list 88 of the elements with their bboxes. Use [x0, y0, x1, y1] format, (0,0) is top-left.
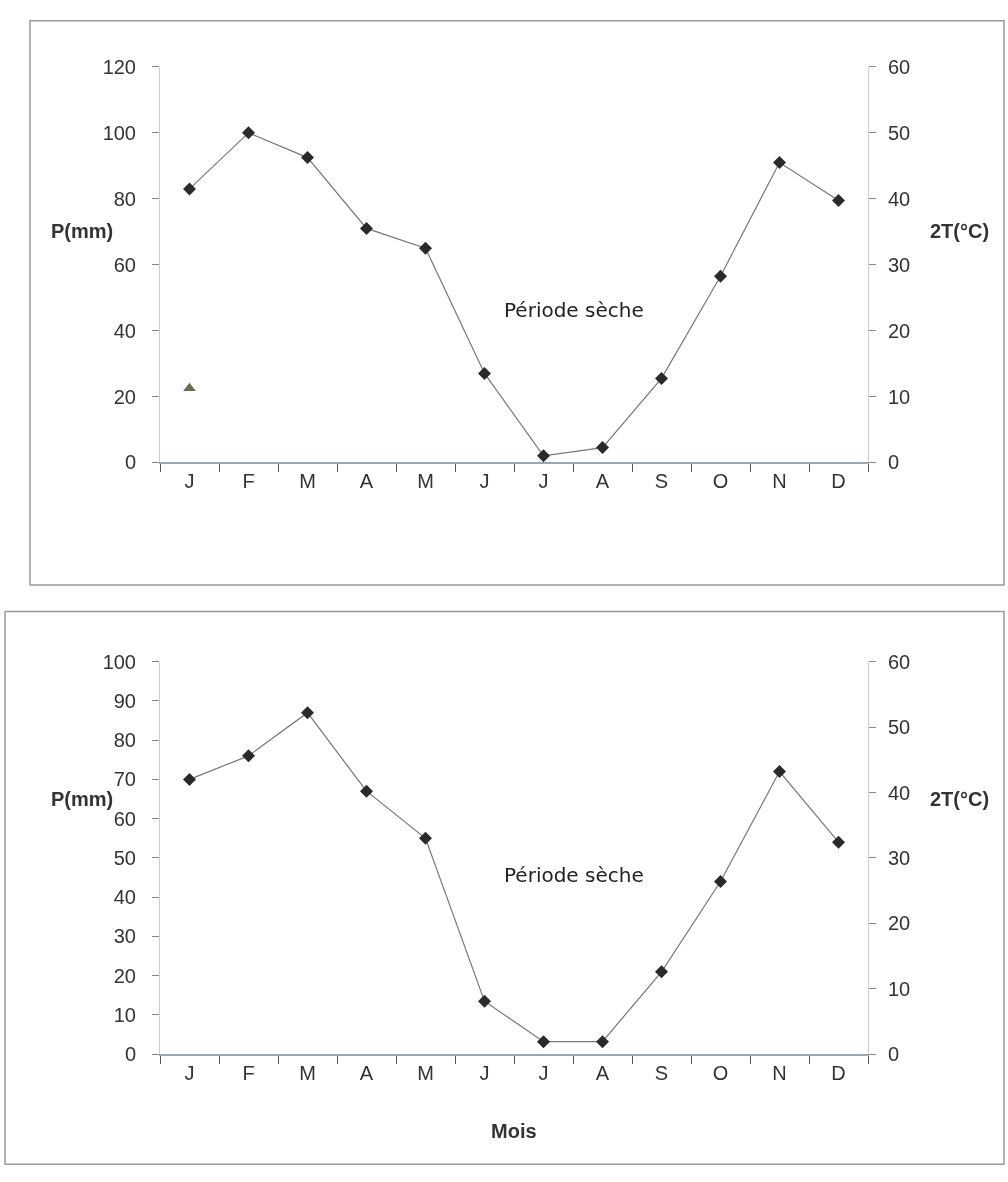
y-axis-title: P(mm)	[51, 788, 114, 810]
point	[242, 749, 255, 763]
point	[596, 1035, 609, 1049]
point	[655, 371, 668, 385]
x-tick-label: D	[831, 470, 846, 493]
point	[655, 965, 668, 979]
x-tick-label: D	[831, 1061, 846, 1084]
x-tick-label: J	[538, 1061, 549, 1084]
y-tick-label: 70	[113, 768, 136, 791]
x-tick-label: J	[479, 470, 490, 493]
y-tick-label: 20	[113, 385, 136, 408]
x-tick-label: M	[299, 1061, 316, 1084]
point	[714, 874, 727, 888]
point	[360, 784, 373, 798]
x-tick-label: M	[299, 470, 316, 493]
x-tick-label: O	[712, 470, 729, 493]
point	[183, 182, 196, 196]
y-tick-label: 0	[124, 451, 136, 474]
point	[183, 772, 196, 786]
point	[419, 831, 432, 845]
y-tick-label: 40	[113, 319, 136, 342]
y-tick-label: 100	[102, 121, 136, 144]
x-tick-label: M	[417, 470, 434, 493]
y-tick-label: 80	[113, 187, 136, 210]
y-tick-label: 60	[113, 807, 136, 830]
y2-tick-label: 20	[888, 319, 911, 342]
y-tick-label: 0	[124, 1043, 136, 1066]
point	[183, 382, 196, 392]
y-tick-label: 90	[113, 689, 136, 712]
y2-tick-label: 10	[888, 385, 911, 408]
y2-tick-label: 0	[888, 1043, 900, 1066]
point	[773, 156, 786, 170]
x-axis-title: Mois	[491, 1120, 537, 1142]
y-tick-label: 10	[113, 1003, 136, 1026]
y-tick-label: 20	[113, 964, 136, 987]
point	[360, 221, 373, 235]
y2-tick-label: 40	[888, 187, 911, 210]
y2-tick-label: 60	[888, 650, 911, 673]
y-tick-label: 120	[102, 55, 136, 78]
x-tick-label: A	[359, 470, 374, 493]
y2-axis-title: 2T(°C)	[930, 220, 990, 242]
point	[301, 706, 314, 720]
y2-tick-label: 0	[888, 451, 900, 474]
y2-axis-title: 2T(°C)	[930, 788, 990, 810]
y2-tick-label: 30	[888, 253, 911, 276]
y2-tick-label: 10	[888, 977, 911, 1000]
point	[832, 193, 845, 207]
point	[478, 994, 491, 1008]
y-tick-label: 80	[113, 729, 136, 752]
x-tick-label: A	[595, 1061, 610, 1084]
x-tick-label: S	[654, 1061, 669, 1084]
x-tick-label: A	[359, 1061, 374, 1084]
x-tick-label: S	[654, 470, 669, 493]
x-tick-label: J	[184, 1061, 195, 1084]
point	[537, 1035, 550, 1049]
point	[773, 765, 786, 779]
y-axis-title: P(mm)	[51, 220, 114, 242]
point	[419, 241, 432, 255]
x-tick-label: J	[538, 470, 549, 493]
x-tick-label: J	[184, 470, 195, 493]
point	[478, 366, 491, 380]
point	[537, 449, 550, 463]
x-tick-label: N	[772, 1061, 787, 1084]
x-tick-label: A	[595, 470, 610, 493]
y2-tick-label: 50	[888, 121, 911, 144]
y2-tick-label: 20	[888, 912, 911, 935]
y-tick-label: 30	[113, 925, 136, 948]
y2-tick-label: 50	[888, 716, 911, 739]
y-tick-label: 60	[113, 253, 136, 276]
y-tick-label: 40	[113, 886, 136, 909]
y2-tick-label: 60	[888, 55, 911, 78]
x-tick-label: J	[479, 1061, 490, 1084]
x-tick-label: O	[712, 1061, 729, 1084]
point	[832, 835, 845, 849]
x-tick-label: F	[242, 1061, 255, 1084]
x-tick-label: M	[417, 1061, 434, 1084]
point	[301, 151, 314, 165]
point	[596, 441, 609, 455]
y2-tick-label: 40	[888, 781, 911, 804]
y-tick-label: 100	[102, 650, 136, 673]
point	[242, 126, 255, 140]
y2-tick-label: 30	[888, 846, 911, 869]
annotation: Période sèche	[504, 298, 644, 322]
point	[714, 269, 727, 283]
annotation: Période sèche	[504, 863, 644, 887]
x-tick-label: N	[772, 470, 787, 493]
x-tick-label: F	[242, 470, 255, 493]
y-tick-label: 50	[113, 846, 136, 869]
